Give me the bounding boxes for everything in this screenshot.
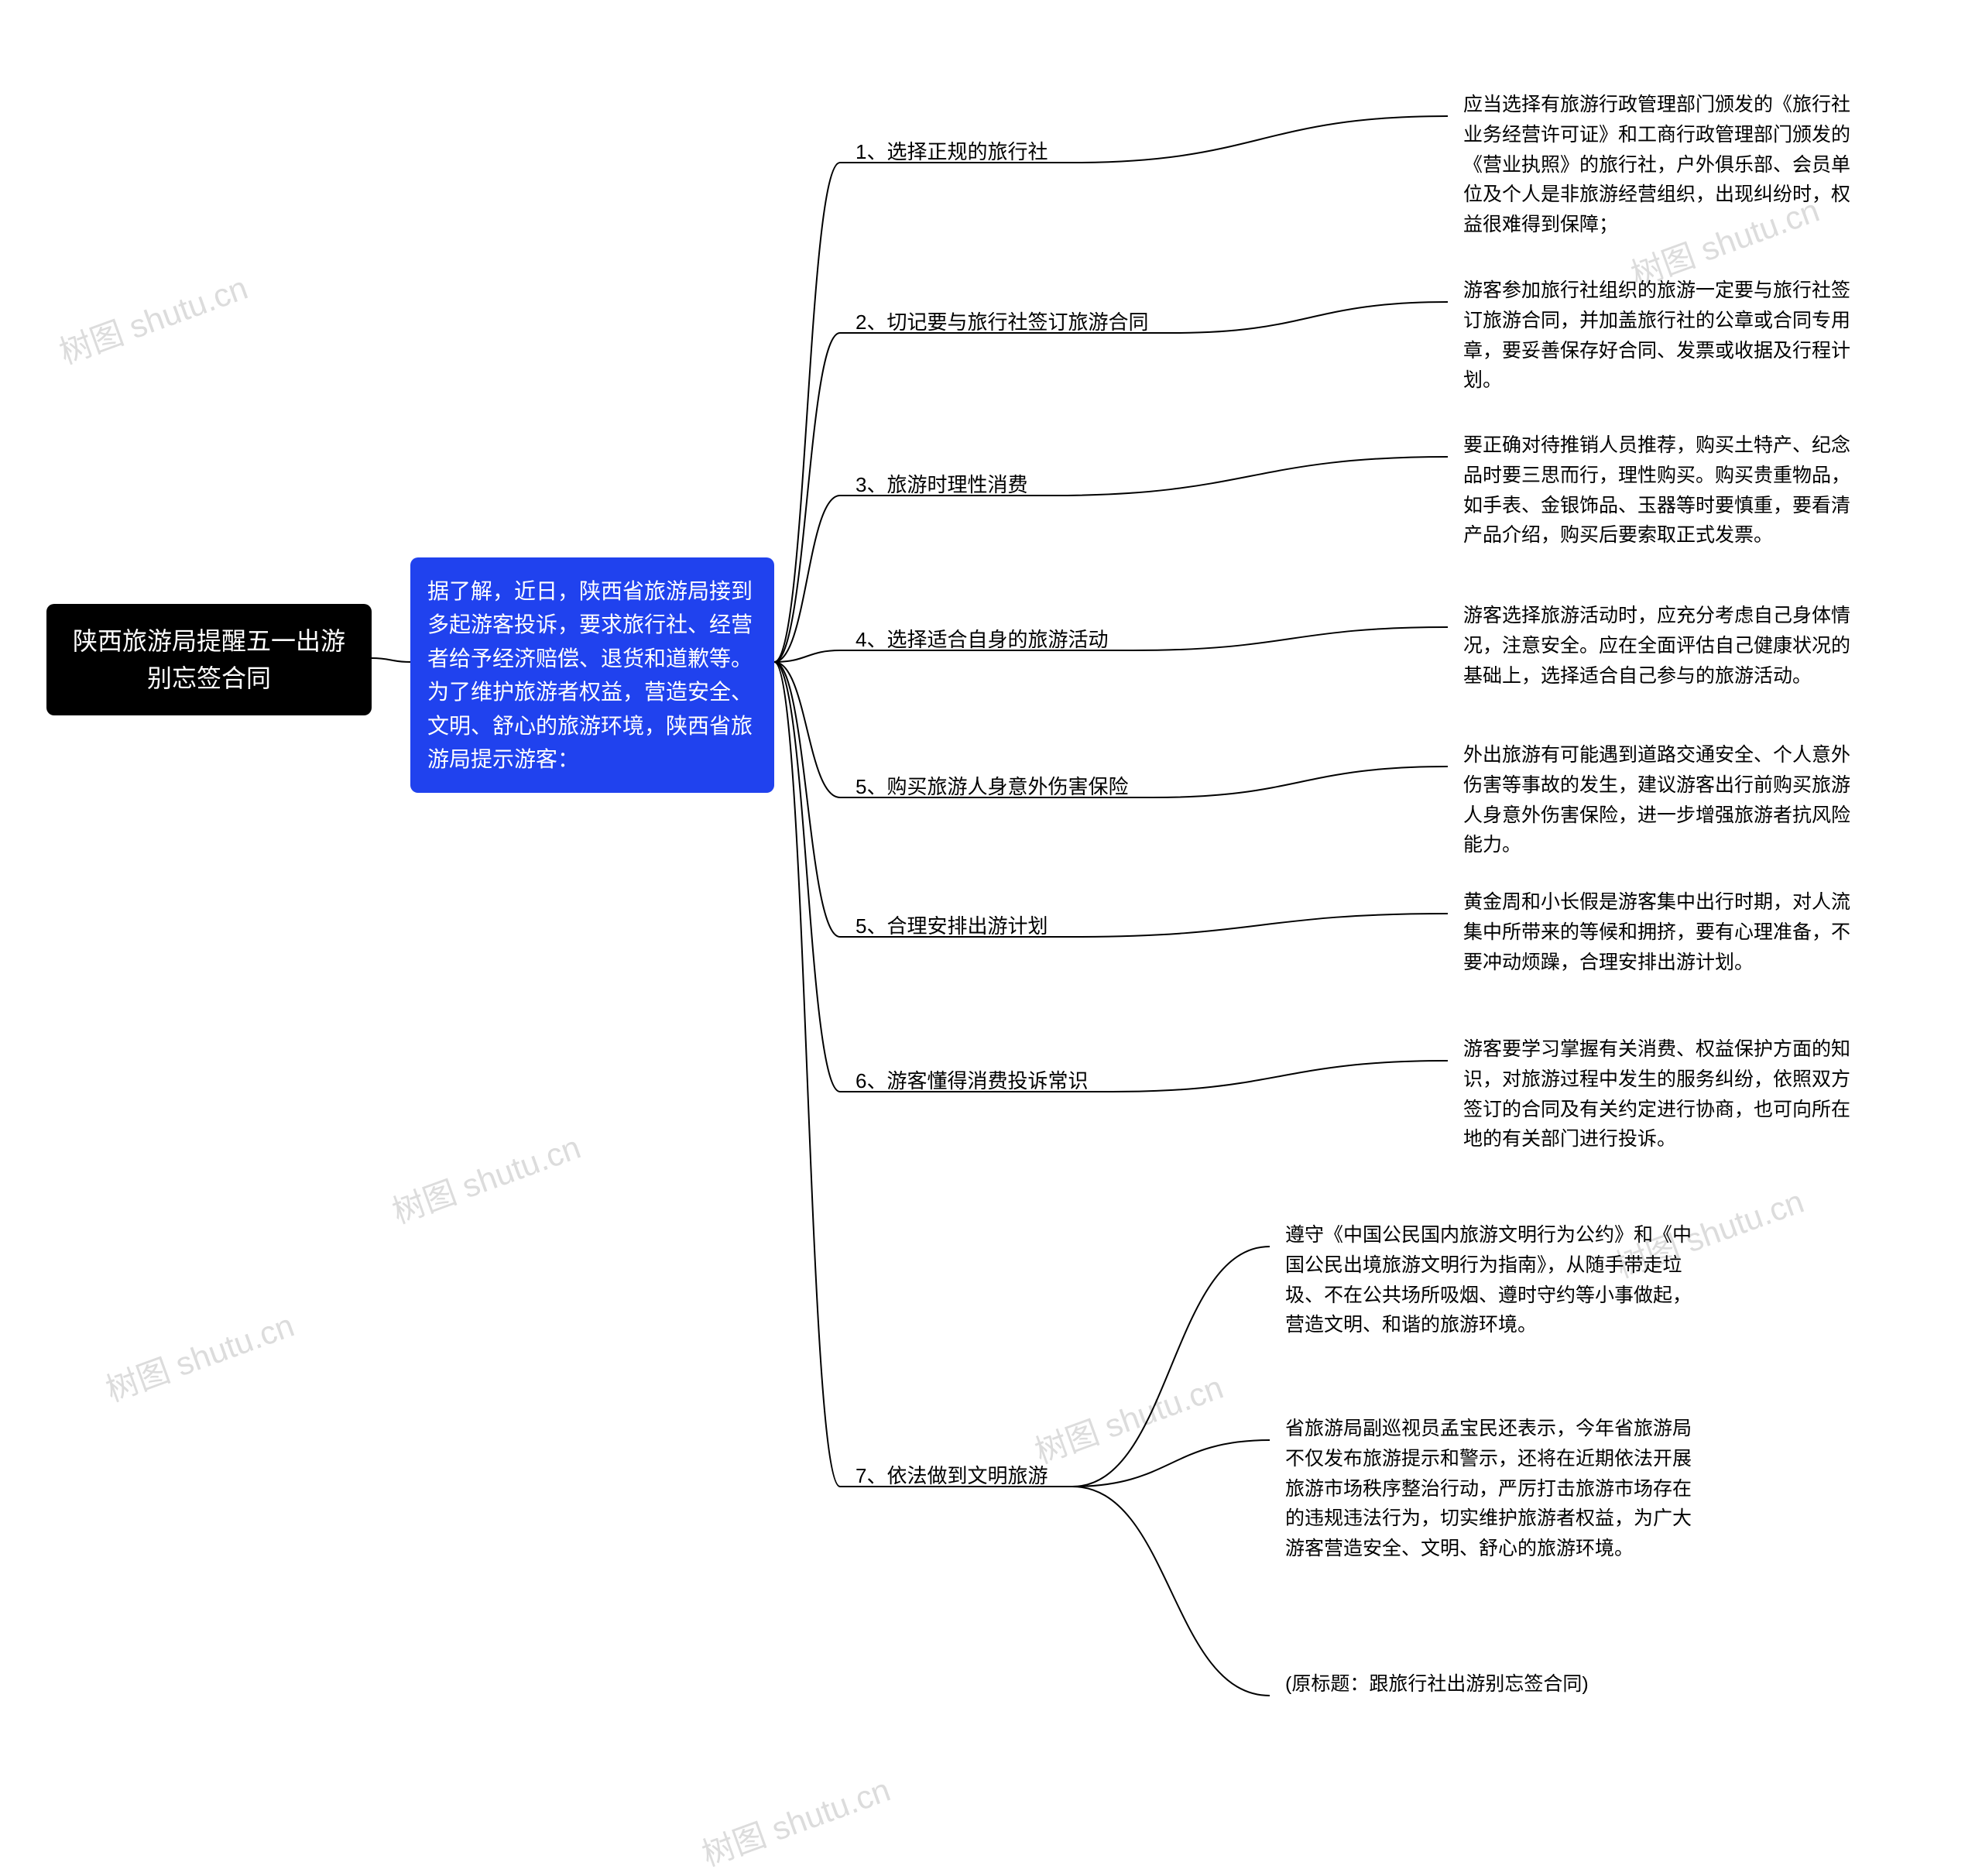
branch-label: 5、合理安排出游计划 xyxy=(840,898,1063,955)
leaf-text: 省旅游局副巡视员孟宝民还表示，今年省旅游局不仅发布旅游提示和警示，还将在近期依法… xyxy=(1270,1401,1719,1576)
leaf-text: 要正确对待推销人员推荐，购买土特产、纪念品时要三思而行，理性购买。购买贵重物品，… xyxy=(1448,418,1881,563)
branch-label: 3、旅游时理性消费 xyxy=(840,457,1043,514)
leaf-text: (原标题：跟旅行社出游别忘签合同) xyxy=(1270,1657,1719,1712)
context-node: 据了解，近日，陕西省旅游局接到多起游客投诉，要求旅行社、经营者给予经济赔偿、退货… xyxy=(410,557,774,793)
watermark: 树图 shutu.cn xyxy=(98,1299,300,1411)
branch-label: 6、游客懂得消费投诉常识 xyxy=(840,1053,1103,1110)
context-text: 据了解，近日，陕西省旅游局接到多起游客投诉，要求旅行社、经营者给予经济赔偿、退货… xyxy=(427,579,753,771)
leaf-text: 游客参加旅行社组织的旅游一定要与旅行社签订旅游合同，并加盖旅行社的公章或合同专用… xyxy=(1448,263,1881,408)
watermark: 树图 shutu.cn xyxy=(52,262,253,373)
mindmap-container: 树图 shutu.cn树图 shutu.cn树图 shutu.cn树图 shut… xyxy=(0,0,1982,1834)
watermark: 树图 shutu.cn xyxy=(694,1764,896,1875)
leaf-text: 应当选择有旅游行政管理部门颁发的《旅行社业务经营许可证》和工商行政管理部门颁发的… xyxy=(1448,77,1881,252)
root-node: 陕西旅游局提醒五一出游别忘签合同 xyxy=(46,604,372,715)
leaf-text: 遵守《中国公民国内旅游文明行为公约》和《中国公民出境旅游文明行为指南》，从随手带… xyxy=(1270,1208,1719,1353)
branch-label: 4、选择适合自身的旅游活动 xyxy=(840,612,1123,669)
leaf-text: 外出旅游有可能遇到道路交通安全、个人意外伤害等事故的发生，建议游客出行前购买旅游… xyxy=(1448,728,1881,873)
branch-label: 1、选择正规的旅行社 xyxy=(840,124,1063,181)
root-text: 陕西旅游局提醒五一出游别忘签合同 xyxy=(73,627,345,692)
watermark: 树图 shutu.cn xyxy=(385,1121,586,1233)
branch-label: 2、切记要与旅行社签订旅游合同 xyxy=(840,294,1164,352)
leaf-text: 游客要学习掌握有关消费、权益保护方面的知识，对旅游过程中发生的服务纠纷，依照双方… xyxy=(1448,1022,1881,1167)
branch-label: 5、购买旅游人身意外伤害保险 xyxy=(840,759,1144,816)
leaf-text: 黄金周和小长假是游客集中出行时期，对人流集中所带来的等候和拥挤，要有心理准备，不… xyxy=(1448,875,1881,989)
branch-label: 7、依法做到文明旅游 xyxy=(840,1448,1063,1505)
leaf-text: 游客选择旅游活动时，应充分考虑自己身体情况，注意安全。应在全面评估自己健康状况的… xyxy=(1448,588,1881,703)
